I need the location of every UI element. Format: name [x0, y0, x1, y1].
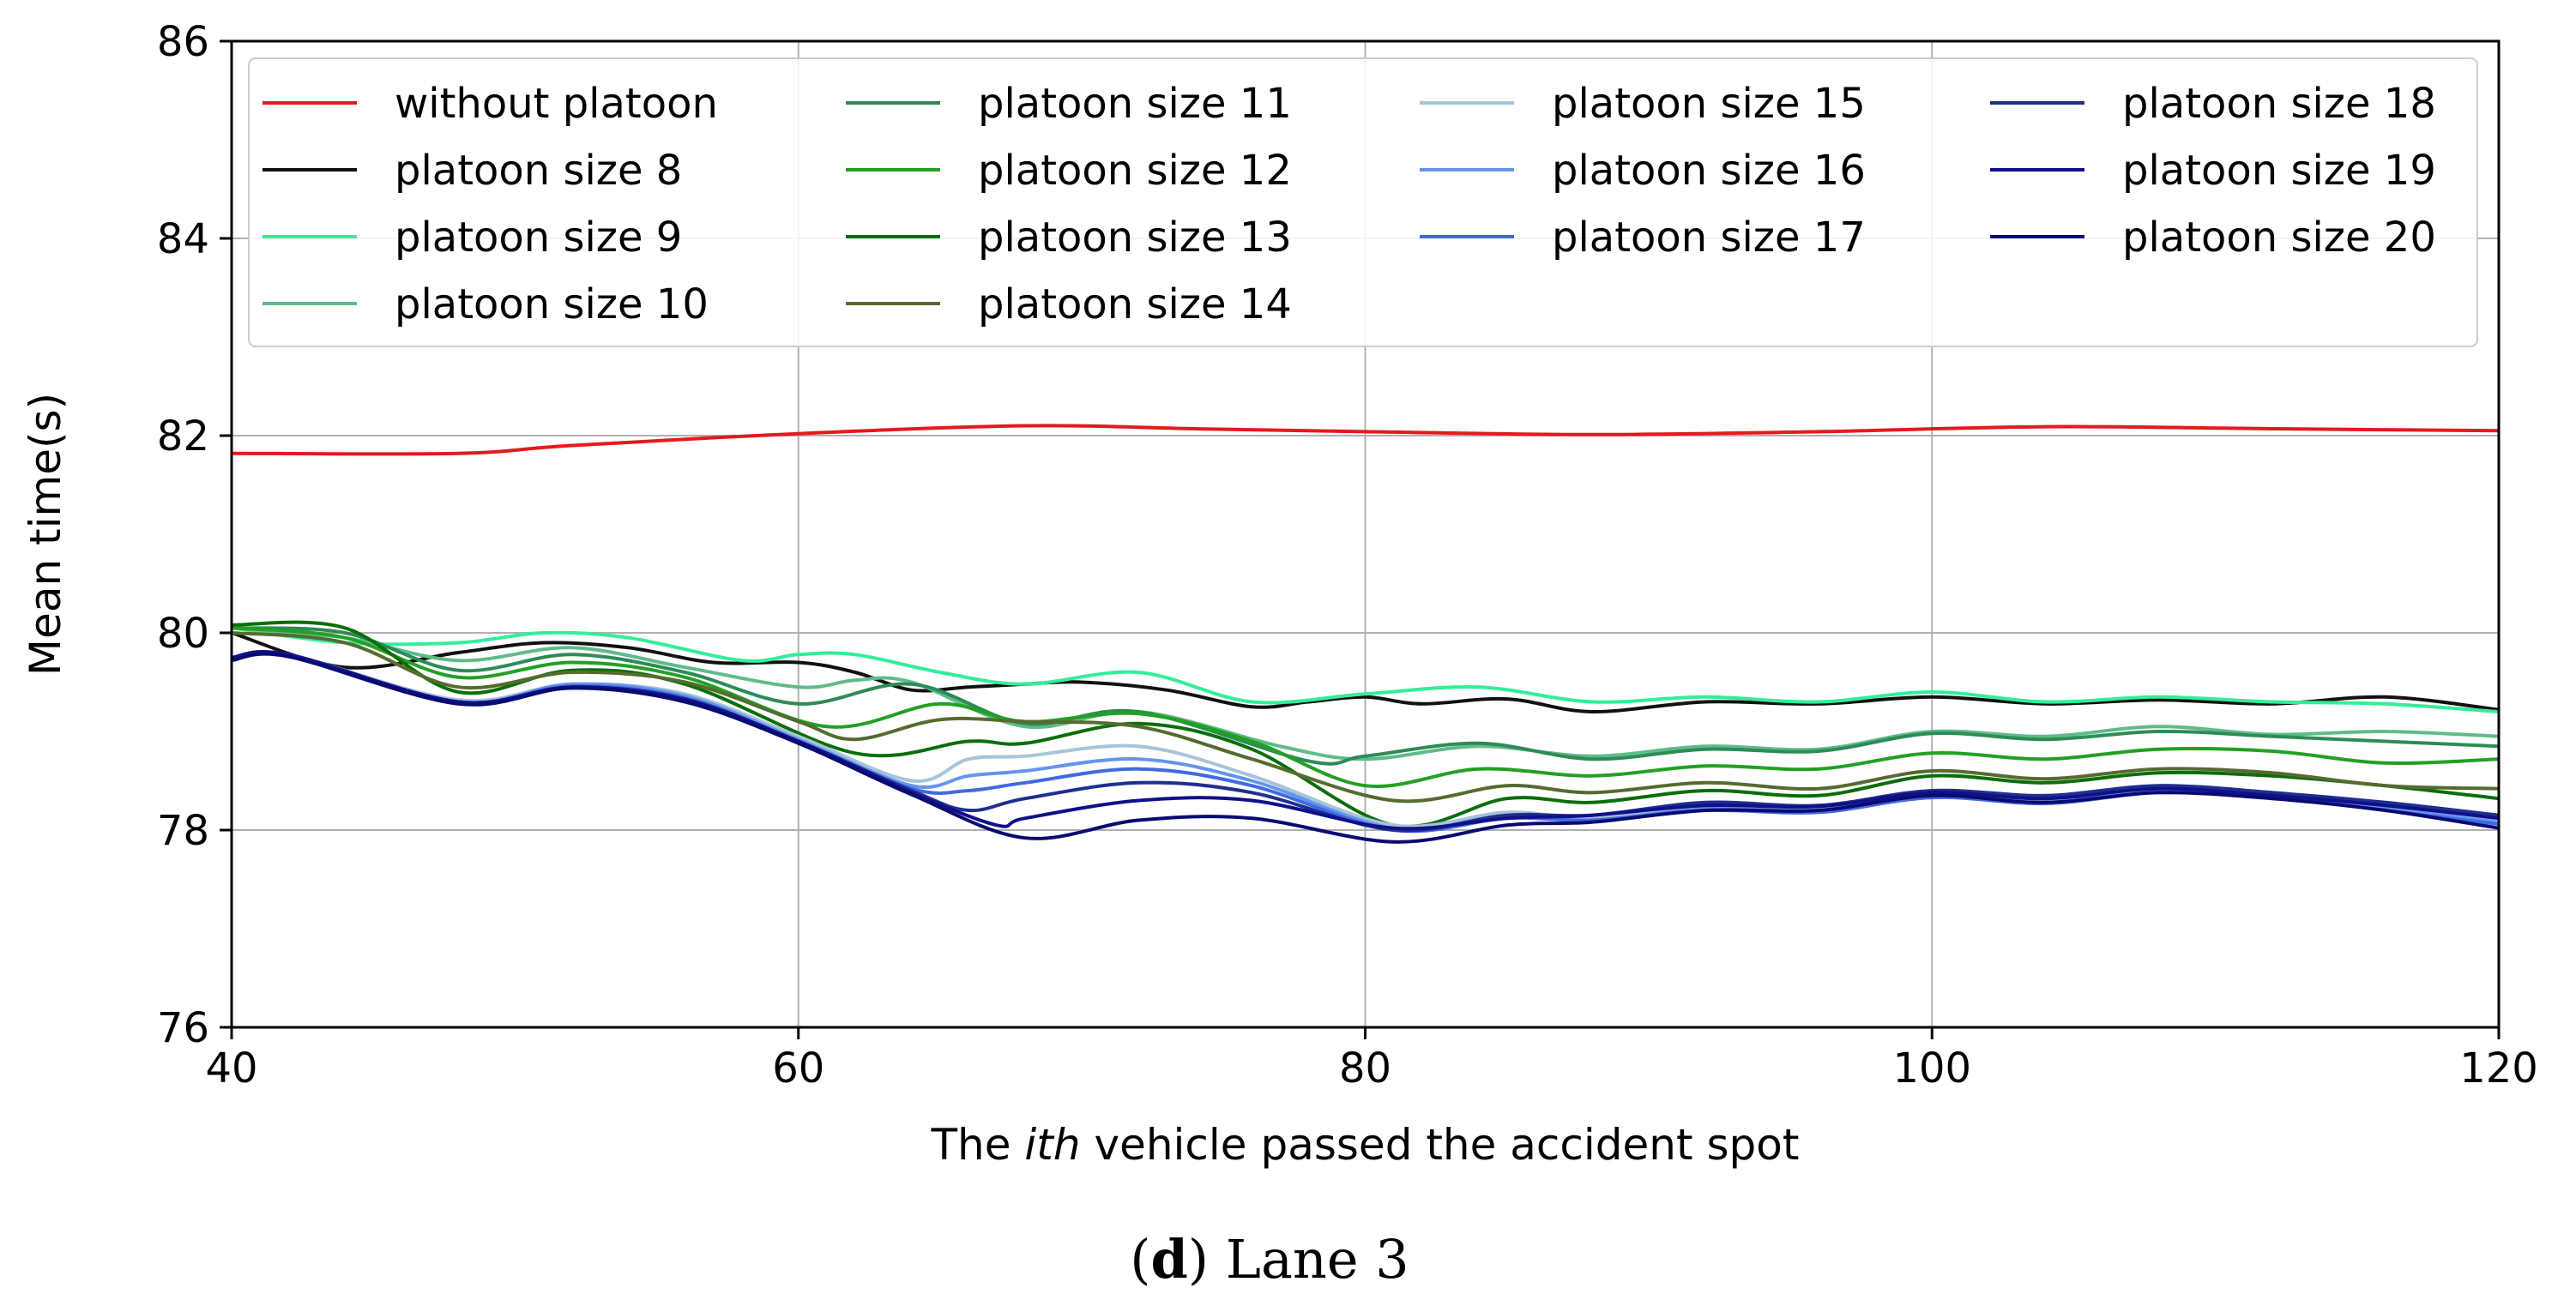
legend-label-platoon-size-14: platoon size 14: [978, 280, 1292, 328]
legend-label-platoon-size-12: platoon size 12: [978, 147, 1292, 195]
x-tick-label: 60: [772, 1044, 824, 1092]
x-axis-label-prefix: The: [931, 1120, 1025, 1170]
y-tick-label: 82: [157, 412, 209, 460]
legend-label-platoon-size-19: platoon size 19: [2122, 147, 2436, 195]
series-line-platoon-size-14: [231, 631, 2500, 803]
y-tick-label: 84: [157, 215, 209, 263]
series-line-platoon-size-11: [231, 626, 2500, 766]
caption-letter: d: [1151, 1228, 1188, 1291]
legend-label-platoon-size-17: platoon size 17: [1552, 214, 1866, 262]
legend: without platoon platoon size 8 platoon siz…: [248, 57, 2478, 347]
legend-label-platoon-size-13: platoon size 13: [978, 214, 1292, 262]
legend-label-platoon-size-9: platoon size 9: [395, 214, 682, 262]
series-line-platoon-size-20: [231, 652, 2500, 844]
caption-close-paren: ): [1188, 1228, 1209, 1291]
legend-label-platoon-size-8: platoon size 8: [395, 147, 682, 195]
caption-text: Lane 3: [1209, 1228, 1409, 1291]
legend-label-platoon-size-20: platoon size 20: [2122, 214, 2436, 262]
x-tick-label: 80: [1339, 1044, 1391, 1092]
x-tick-label: 120: [2459, 1044, 2538, 1092]
series-line-platoon-size-8: [231, 631, 2500, 714]
axis-ticks: 40 60 80 100 120 76 78 80 82 84 86: [157, 18, 2538, 1092]
x-axis-label: The ith vehicle passed the accident spot: [931, 1120, 1800, 1170]
legend-label-platoon-size-11: platoon size 11: [978, 80, 1292, 128]
legend-label-platoon-size-15: platoon size 15: [1552, 80, 1866, 128]
x-tick-label: 40: [205, 1044, 257, 1092]
legend-label-platoon-size-16: platoon size 16: [1552, 147, 1866, 195]
y-tick-label: 76: [157, 1004, 209, 1052]
legend-box: [248, 57, 2478, 347]
series-line-platoon-size-12: [231, 626, 2500, 788]
legend-label-platoon-size-18: platoon size 18: [2122, 80, 2436, 128]
legend-label-without-platoon: without platoon: [395, 80, 718, 128]
y-tick-label: 86: [157, 18, 209, 66]
series-line-platoon-size-10: [231, 626, 2500, 761]
x-axis-label-suffix: vehicle passed the accident spot: [1081, 1120, 1800, 1170]
x-tick-label: 100: [1892, 1044, 1971, 1092]
y-tick-label: 80: [157, 610, 209, 658]
caption-open-paren: (: [1130, 1228, 1150, 1291]
series-line-without-platoon: [231, 424, 2500, 456]
series-lines: [231, 424, 2500, 844]
legend-label-platoon-size-10: platoon size 10: [395, 280, 709, 328]
series-line-platoon-size-9: [231, 626, 2500, 713]
x-axis-label-italic: ith: [1024, 1120, 1080, 1170]
figure-caption: (d) Lane 3: [1130, 1228, 1409, 1291]
y-tick-label: 78: [157, 807, 209, 855]
y-axis-label: Mean time(s): [21, 393, 70, 676]
